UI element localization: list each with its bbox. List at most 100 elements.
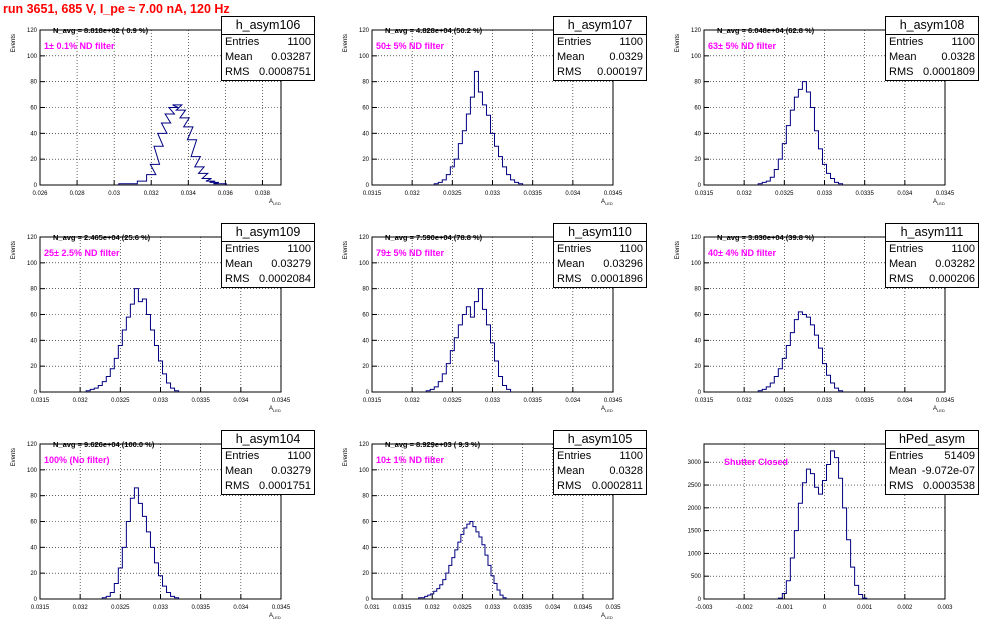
stat-value: 0.0002811: [591, 480, 643, 492]
n-avg-label: N_avg = 3.830e+04 (39.8 %): [717, 233, 815, 242]
histogram-pad: 0.0315 0.032 0.0325 0.033 0.0335 0.034 0.0345 0…: [664, 16, 996, 227]
stat-value: 0.0328: [941, 51, 975, 63]
stat-box: h_asym107 Entries 1100 Mean 0.0329 RMS 0.00019…: [553, 16, 647, 81]
x-tick-label: 0.0345: [604, 398, 623, 404]
x-axis-title: A: [601, 406, 605, 412]
stat-row-mean: Mean 0.0329: [554, 50, 646, 65]
y-tick-label: 120: [27, 235, 38, 241]
x-tick-label: 0.0325: [443, 398, 462, 404]
y-tick-label: 20: [30, 364, 37, 370]
x-tick-label: 0.0345: [272, 398, 291, 404]
stat-label: RMS: [225, 66, 250, 78]
histogram-plot: -0.003 -0.002 -0.001 0 0.001 0.002 0.003 0 500 10…: [688, 443, 953, 611]
histogram-plot: 0.026 0.028 0.03 0.032 0.034 0.036 0.038 0 20 40 6…: [11, 26, 282, 206]
stat-label: Mean: [225, 258, 253, 270]
x-tick-label: 0.032: [425, 605, 441, 611]
x-tick-label: 0.032: [144, 191, 160, 197]
x-axis-title-subscript: LED: [273, 408, 281, 413]
x-tick-label: 0.026: [32, 191, 48, 197]
stat-label: RMS: [889, 480, 914, 492]
x-axis-title-subscript: LED: [605, 615, 613, 620]
stat-value: 0.0002084: [259, 273, 311, 285]
y-tick-label: 40: [362, 545, 369, 551]
stat-row-mean: Mean 0.03287: [222, 50, 314, 65]
stat-label: RMS: [225, 273, 250, 285]
histogram-pad: 0.0315 0.032 0.0325 0.033 0.0335 0.034 0.0345 0…: [332, 223, 664, 434]
stat-value: 0.03296: [603, 258, 643, 270]
x-tick-label: 0.0325: [775, 398, 794, 404]
y-axis-title: Events: [343, 241, 349, 259]
x-tick-label: 0.0325: [443, 191, 462, 197]
y-tick-label: 100: [691, 54, 702, 60]
y-tick-label: 120: [359, 442, 370, 448]
x-axis-title: A: [269, 613, 273, 619]
stat-label: Mean: [557, 465, 585, 477]
x-axis-title-subscript: LED: [605, 201, 613, 206]
stat-label: Entries: [889, 243, 924, 255]
y-tick-label: 40: [30, 131, 37, 137]
stat-value: 0.000197: [597, 66, 643, 78]
stat-value: 0.0328: [609, 465, 643, 477]
y-tick-label: 20: [30, 571, 37, 577]
y-tick-label: 20: [30, 157, 37, 163]
y-tick-label: 60: [30, 313, 37, 319]
histogram-name: h_asym106: [222, 17, 314, 35]
stat-value: 0.03287: [271, 51, 311, 63]
y-tick-label: 1500: [688, 529, 702, 535]
stat-label: Mean: [889, 465, 917, 477]
x-tick-label: 0.035: [605, 605, 621, 611]
x-tick-label: 0.028: [70, 191, 86, 197]
stat-row-entries: Entries 1100: [554, 242, 646, 257]
stat-row-entries: Entries 1100: [222, 35, 314, 50]
histogram-pad: 0.0315 0.032 0.0325 0.033 0.0335 0.034 0.0345 0…: [332, 16, 664, 227]
y-tick-label: 60: [30, 106, 37, 112]
stat-label: RMS: [557, 480, 582, 492]
histogram-name: h_asym108: [886, 17, 978, 35]
histogram-line: [757, 311, 844, 392]
y-tick-label: 60: [694, 106, 701, 112]
stat-label: Entries: [557, 36, 592, 48]
histogram-plot: 0.0315 0.032 0.0325 0.033 0.0335 0.034 0.0345 0…: [11, 440, 291, 620]
stat-label: Entries: [557, 243, 592, 255]
y-axis-title: Events: [675, 241, 681, 259]
histogram-plot: 0.031 0.0315 0.032 0.0325 0.033 0.0335 0.034 0.…: [343, 440, 621, 620]
y-tick-label: 500: [691, 574, 702, 580]
filter-label: 10± 1% ND filter: [376, 455, 444, 465]
stat-row-rms: RMS 0.0001896: [554, 272, 646, 287]
stat-row-rms: RMS 0.0001809: [886, 65, 978, 80]
y-tick-label: 40: [30, 545, 37, 551]
x-axis-title: A: [933, 406, 937, 412]
y-tick-label: 40: [694, 338, 701, 344]
x-axis-title-subscript: LED: [273, 615, 281, 620]
y-tick-label: 40: [362, 338, 369, 344]
stat-value: 1100: [287, 450, 311, 462]
y-tick-label: 1000: [688, 551, 702, 557]
y-tick-label: 120: [359, 28, 370, 34]
x-tick-label: 0.032: [405, 398, 421, 404]
stat-value: 1100: [951, 243, 975, 255]
stat-label: RMS: [889, 66, 914, 78]
stat-value: 1100: [619, 36, 643, 48]
x-tick-label: 0.032: [405, 191, 421, 197]
histogram-name: h_asym107: [554, 17, 646, 35]
n-avg-label: N_avg = 7.590e+04 (78.8 %): [385, 233, 483, 242]
stat-row-rms: RMS 0.000197: [554, 65, 646, 80]
x-tick-label: 0.0345: [604, 191, 623, 197]
y-tick-label: 100: [359, 54, 370, 60]
x-tick-label: 0.0345: [936, 398, 955, 404]
x-tick-label: 0.032: [73, 605, 89, 611]
x-tick-label: 0.0345: [574, 605, 593, 611]
x-tick-label: 0.033: [153, 605, 169, 611]
x-tick-label: 0.034: [233, 605, 249, 611]
x-axis-title-subscript: LED: [937, 408, 945, 413]
y-tick-label: 80: [30, 80, 37, 86]
x-tick-label: 0.032: [73, 398, 89, 404]
histogram-name: h_asym109: [222, 224, 314, 242]
x-tick-label: -0.003: [695, 605, 713, 611]
y-tick-label: 60: [362, 520, 369, 526]
x-tick-label: 0.0315: [31, 398, 50, 404]
y-tick-label: 60: [694, 313, 701, 319]
stat-box: h_asym109 Entries 1100 Mean 0.03279 RMS 0.0002…: [221, 223, 315, 288]
x-tick-label: 0.0335: [855, 398, 874, 404]
n-avg-label: N_avg = 2.465e+04 (25.6 %): [53, 233, 151, 242]
